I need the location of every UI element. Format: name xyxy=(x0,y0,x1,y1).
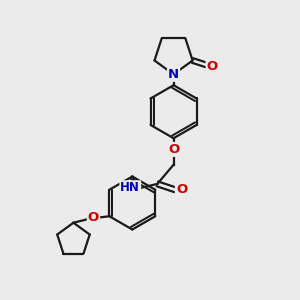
Text: O: O xyxy=(168,143,179,156)
Text: O: O xyxy=(88,211,99,224)
Text: O: O xyxy=(176,183,187,196)
Text: HN: HN xyxy=(120,181,140,194)
Text: O: O xyxy=(207,60,218,74)
Text: N: N xyxy=(168,68,179,81)
